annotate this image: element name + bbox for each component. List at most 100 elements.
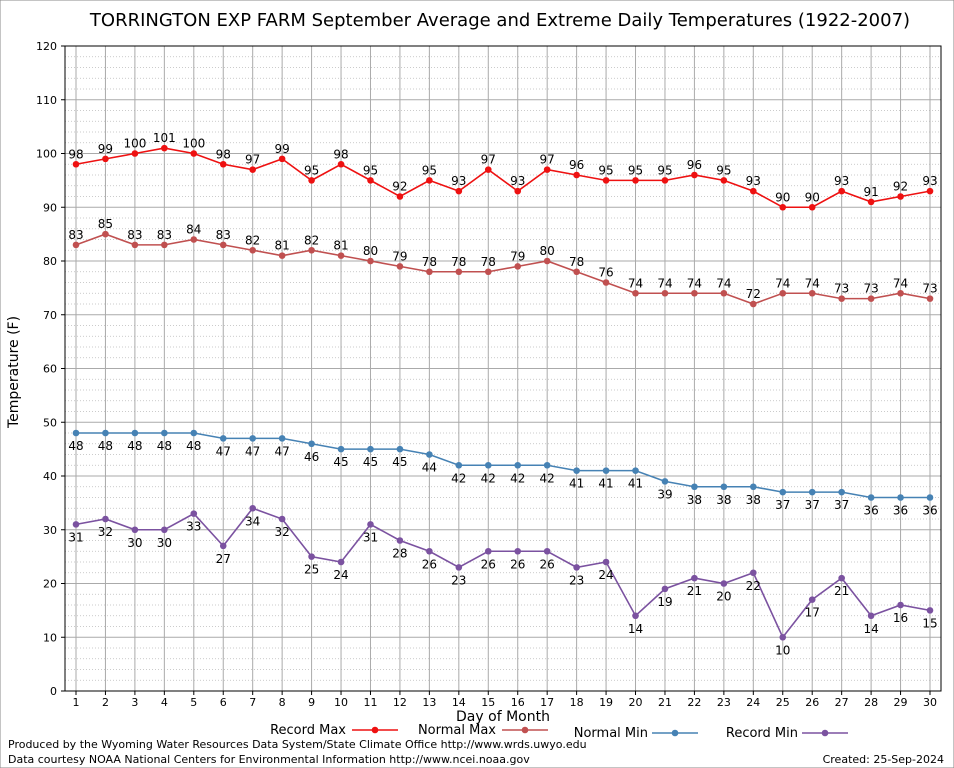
record-min-data-label: 26 bbox=[510, 557, 525, 571]
normal-max-point bbox=[131, 241, 139, 249]
x-tick-label: 18 bbox=[570, 696, 584, 709]
legend-label-normal-min: Normal Min bbox=[574, 726, 648, 741]
normal-max-data-label: 73 bbox=[863, 282, 878, 296]
record-min-data-label: 14 bbox=[628, 622, 643, 636]
normal-min-point bbox=[278, 435, 286, 442]
normal-min-data-label: 47 bbox=[274, 444, 289, 458]
record-max-point bbox=[897, 193, 904, 200]
record-min-point bbox=[661, 585, 669, 593]
record-min-point bbox=[632, 612, 639, 620]
y-tick-label: 110 bbox=[36, 94, 57, 107]
record-max-data-label: 93 bbox=[451, 174, 466, 188]
record-min-point bbox=[484, 547, 492, 555]
record-max-point bbox=[543, 166, 551, 173]
normal-max-point bbox=[543, 257, 551, 265]
x-tick-label: 8 bbox=[279, 696, 286, 709]
normal-min-point bbox=[484, 461, 492, 469]
normal-min-data-label: 48 bbox=[157, 439, 172, 453]
record-min-point bbox=[278, 515, 286, 523]
y-tick-label: 70 bbox=[43, 309, 57, 322]
normal-max-data-label: 83 bbox=[68, 228, 83, 242]
record-min-point bbox=[926, 607, 934, 614]
normal-max-data-label: 84 bbox=[186, 223, 201, 237]
series-record-max: 98 99 100 101 100 98 97 99 95 98 95 92 95 93 97 93 97 96 9… bbox=[68, 131, 938, 211]
normal-max-data-label: 78 bbox=[481, 255, 496, 269]
record-max-point bbox=[514, 187, 522, 195]
normal-max-point bbox=[396, 263, 404, 270]
normal-min-data-label: 46 bbox=[304, 450, 319, 464]
legend-label-normal-max: Normal Max bbox=[418, 723, 496, 738]
record-max-point bbox=[632, 177, 639, 184]
normal-min-point bbox=[926, 494, 934, 501]
record-max-data-label: 96 bbox=[687, 158, 702, 172]
record-min-point bbox=[72, 521, 80, 528]
x-tick-label: 12 bbox=[393, 696, 407, 709]
record-max-data-label: 95 bbox=[628, 163, 643, 177]
normal-max-data-label: 80 bbox=[363, 244, 378, 258]
record-min-data-label: 15 bbox=[922, 616, 937, 630]
record-max-data-label: 99 bbox=[274, 142, 289, 156]
record-max-data-label: 100 bbox=[123, 137, 146, 151]
record-min-data-label: 25 bbox=[304, 563, 319, 577]
record-max-data-label: 95 bbox=[304, 163, 319, 177]
record-max-point bbox=[691, 171, 698, 179]
chart-title: TORRINGTON EXP FARM September Average an… bbox=[89, 10, 910, 31]
normal-min-point bbox=[720, 483, 728, 491]
x-tick-label: 9 bbox=[308, 696, 315, 709]
normal-max-data-label: 78 bbox=[422, 255, 437, 269]
record-min-data-label: 24 bbox=[598, 568, 613, 582]
record-min-point bbox=[573, 564, 580, 571]
normal-max-data-label: 78 bbox=[569, 255, 584, 269]
x-tick-label: 13 bbox=[422, 696, 436, 709]
normal-min-data-label: 38 bbox=[716, 493, 731, 507]
record-max-data-label: 97 bbox=[245, 153, 260, 167]
record-min-data-label: 28 bbox=[392, 547, 407, 561]
normal-max-data-label: 81 bbox=[274, 239, 289, 253]
record-min-data-label: 24 bbox=[333, 568, 348, 582]
normal-max-point bbox=[337, 252, 345, 259]
record-max-data-label: 95 bbox=[598, 163, 613, 177]
record-min-data-label: 21 bbox=[834, 584, 849, 598]
normal-max-point bbox=[219, 241, 227, 249]
record-max-data-label: 98 bbox=[333, 147, 348, 161]
record-max-data-label: 90 bbox=[775, 190, 790, 204]
normal-min-point bbox=[750, 483, 757, 491]
record-min-data-label: 19 bbox=[657, 595, 672, 609]
y-tick-label: 30 bbox=[43, 524, 57, 537]
record-max-data-label: 92 bbox=[392, 180, 407, 194]
normal-max-data-label: 80 bbox=[540, 244, 555, 258]
normal-min-data-label: 41 bbox=[598, 477, 613, 491]
x-tick-label: 25 bbox=[776, 696, 790, 709]
normal-min-data-label: 42 bbox=[510, 471, 525, 485]
normal-min-data-label: 37 bbox=[834, 498, 849, 512]
normal-min-point bbox=[514, 461, 522, 469]
record-min-point bbox=[720, 580, 728, 587]
record-min-data-label: 23 bbox=[569, 573, 584, 587]
y-axis-label: Temperature (F) bbox=[6, 316, 22, 429]
normal-max-point bbox=[720, 289, 728, 297]
record-max-point bbox=[367, 177, 374, 184]
record-min-point bbox=[455, 564, 463, 571]
legend: Record Max Normal Max Normal Min Record Min bbox=[270, 723, 848, 741]
normal-max-data-label: 83 bbox=[157, 228, 172, 242]
normal-max-data-label: 74 bbox=[628, 276, 643, 290]
record-max-point bbox=[455, 187, 463, 195]
normal-max-point bbox=[426, 268, 433, 276]
series: 98 99 100 101 100 98 97 99 95 98 95 92 95 93 97 93 97 96 9… bbox=[68, 131, 937, 657]
record-max-point bbox=[337, 160, 345, 168]
x-tick-label: 22 bbox=[687, 696, 701, 709]
record-max-data-label: 92 bbox=[893, 180, 908, 194]
normal-min-data-label: 45 bbox=[392, 455, 407, 469]
x-tick-label: 1 bbox=[73, 696, 80, 709]
x-tick-label: 2 bbox=[102, 696, 109, 709]
legend-label-record-min: Record Min bbox=[726, 726, 798, 741]
record-min-point bbox=[691, 574, 698, 582]
x-tick-label: 28 bbox=[864, 696, 878, 709]
normal-min-point bbox=[219, 435, 227, 442]
normal-max-point bbox=[602, 279, 610, 286]
normal-max-data-label: 79 bbox=[392, 249, 407, 263]
normal-min-line bbox=[76, 432, 930, 499]
x-tick-label: 19 bbox=[599, 696, 613, 709]
y-tick-label: 50 bbox=[43, 416, 57, 429]
